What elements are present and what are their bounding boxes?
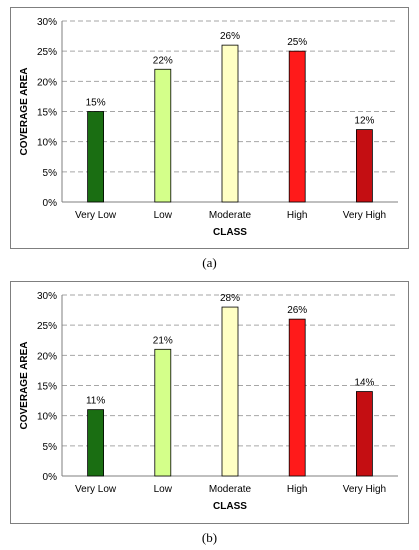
y-tick-label: 20% xyxy=(37,77,57,88)
y-tick-label: 5% xyxy=(43,442,58,453)
x-axis-title: CLASS xyxy=(213,501,247,512)
y-tick-label: 15% xyxy=(37,382,57,393)
bar xyxy=(355,391,373,477)
data-label: 28% xyxy=(220,293,240,304)
y-tick-label: 25% xyxy=(37,47,57,58)
x-tick-label: Very Low xyxy=(75,210,117,221)
x-tick-label: Very High xyxy=(343,210,386,221)
x-tick-label: Moderate xyxy=(209,484,252,495)
chart-panel-b: 0% 5% 10% 15% 20% 25% 30% 11% Very Low 21% Low 28% M… xyxy=(10,281,409,524)
data-label: 15% xyxy=(86,98,106,109)
bar xyxy=(355,129,373,203)
bar xyxy=(87,409,104,477)
y-axis-title: COVERAGE AREA xyxy=(19,342,30,430)
coverage-chart-a: 0% 5% 10% 15% 20% 25% 30% 15% Very Low 22% Low 26% M… xyxy=(19,17,398,238)
data-label: 25% xyxy=(287,37,307,48)
y-tick-label: 20% xyxy=(37,351,57,362)
bar xyxy=(154,68,172,203)
data-label: 12% xyxy=(354,116,374,127)
x-tick-label: Very Low xyxy=(75,484,117,495)
bar xyxy=(221,44,239,203)
y-tick-label: 0% xyxy=(43,198,58,209)
x-tick-label: High xyxy=(287,210,308,221)
y-axis-title: COVERAGE AREA xyxy=(19,68,30,156)
data-label: 22% xyxy=(153,55,173,66)
y-tick-label: 30% xyxy=(37,291,57,302)
x-tick-label: Very High xyxy=(343,484,386,495)
x-tick-label: Moderate xyxy=(209,210,252,221)
x-tick-label: High xyxy=(287,484,308,495)
data-label: 21% xyxy=(153,335,173,346)
caption-b: (b) xyxy=(201,530,218,545)
x-axis-title: CLASS xyxy=(213,227,247,238)
caption-a: (a) xyxy=(202,255,217,270)
bar xyxy=(288,318,306,477)
bar xyxy=(221,306,239,477)
y-tick-label: 10% xyxy=(37,412,57,423)
chart-panel-a: 0% 5% 10% 15% 20% 25% 30% 15% Very Low 22% Low 26% M… xyxy=(10,7,409,249)
x-tick-label: Low xyxy=(154,210,173,221)
x-tick-label: Low xyxy=(154,484,173,495)
y-tick-label: 25% xyxy=(37,321,57,332)
data-label: 11% xyxy=(86,396,105,407)
data-label: 14% xyxy=(354,378,374,389)
y-tick-label: 5% xyxy=(43,168,58,179)
bar xyxy=(87,111,104,203)
y-tick-label: 30% xyxy=(37,17,57,28)
bar xyxy=(154,348,172,477)
y-tick-label: 15% xyxy=(37,108,57,119)
data-label: 26% xyxy=(220,31,240,42)
bar xyxy=(288,50,306,203)
data-label: 26% xyxy=(287,305,307,316)
coverage-chart-b: 0% 5% 10% 15% 20% 25% 30% 11% Very Low 21% Low 28% M… xyxy=(19,291,398,512)
y-tick-label: 0% xyxy=(43,472,58,483)
y-tick-label: 10% xyxy=(37,138,57,149)
